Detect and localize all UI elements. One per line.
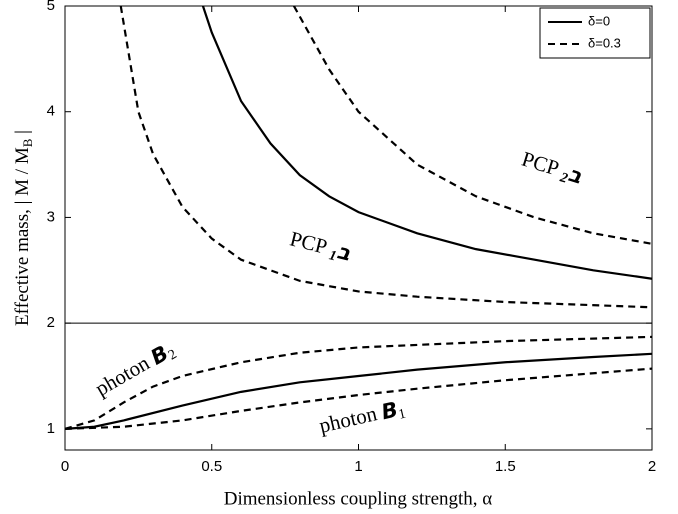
annotation: PCP ב2: [518, 146, 585, 190]
annotation-text: photon: [91, 348, 158, 401]
y-tick-label: 3: [47, 208, 55, 225]
annotation-text: photon: [317, 400, 384, 438]
annotation: PCP ב1: [287, 226, 354, 268]
y-tick-label: 2: [47, 314, 55, 331]
legend-label: δ=0.3: [588, 35, 621, 50]
x-axis-label: Dimensionless coupling strength, α: [224, 488, 493, 509]
x-tick-label: 0: [61, 458, 69, 475]
x-tick-label: 2: [648, 458, 656, 475]
plot-frame: [64, 5, 653, 451]
annotation: photon B2: [91, 336, 180, 403]
series-line: [119, 5, 653, 309]
x-tick-label: 1: [354, 458, 362, 475]
x-tick-label: 1.5: [495, 458, 516, 475]
annotation-sub: 1: [397, 407, 407, 423]
annotation-symbol: B: [379, 397, 400, 424]
annotation-sub: 1: [327, 248, 337, 264]
y-tick-label: 1: [47, 420, 55, 437]
legend-label: δ=0: [588, 13, 610, 28]
series-line: [64, 367, 653, 430]
series-line: [201, 5, 653, 280]
annotation-text: PCP: [288, 226, 334, 259]
series-line: [64, 352, 653, 430]
annotation-text: PCP: [519, 146, 566, 181]
y-tick-label: 5: [47, 0, 55, 14]
x-tick-label: 0.5: [201, 458, 222, 475]
annotation-symbol: ב: [335, 239, 353, 265]
series-line: [64, 335, 653, 430]
legend-box: [539, 7, 651, 59]
annotation: photon B1: [317, 395, 408, 441]
annotation-symbol: ב: [565, 162, 584, 189]
y-tick-label: 4: [47, 103, 55, 120]
y-axis-label: Effective mass, | M / MB |: [12, 130, 35, 326]
